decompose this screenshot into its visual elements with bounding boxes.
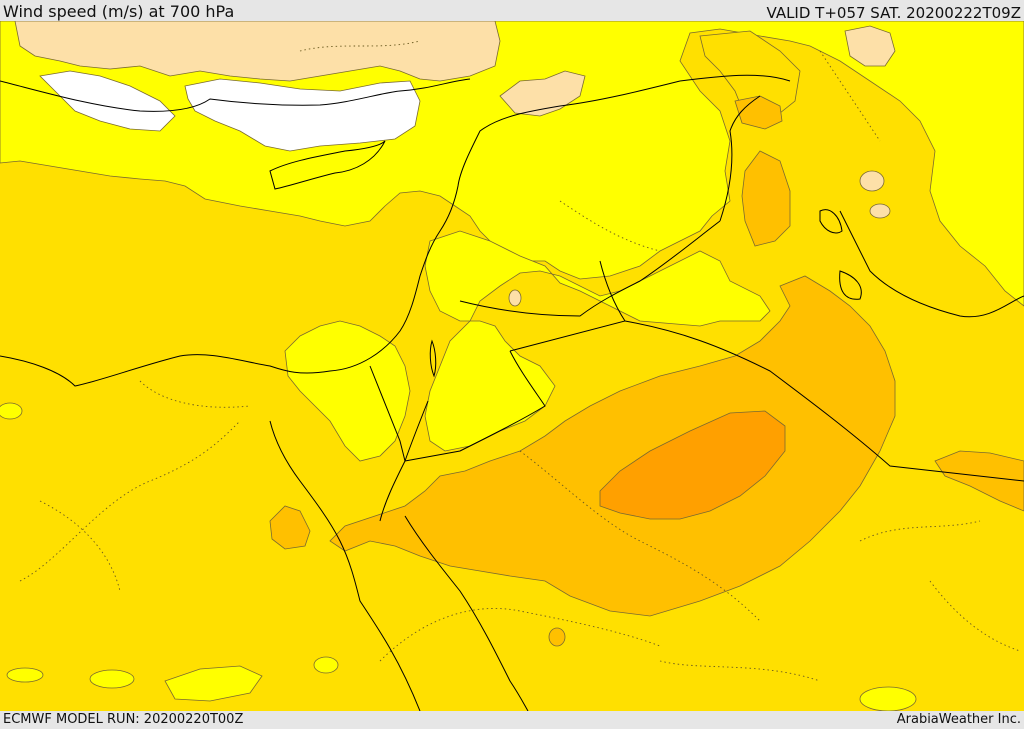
field-yellow-sinai bbox=[284, 320, 411, 462]
field-peach-anatolia bbox=[14, 21, 501, 82]
field-white-aegean bbox=[39, 70, 176, 132]
field-amber-gulf bbox=[934, 450, 1024, 512]
field-yellow-blob-4 bbox=[313, 656, 339, 674]
field-white-turkey bbox=[184, 78, 421, 152]
dotted-contours bbox=[19, 40, 1021, 682]
field-amber-small bbox=[548, 627, 566, 647]
field-peach-small-3 bbox=[859, 170, 885, 192]
field-yellow-blob-6 bbox=[0, 402, 23, 420]
field-yellow-blob-3 bbox=[164, 665, 263, 702]
field-amber-arabia bbox=[329, 275, 896, 617]
coastlines-borders bbox=[0, 74, 1024, 711]
map-area bbox=[0, 21, 1024, 711]
valid-time: VALID T+057 SAT. 20200222T09Z bbox=[766, 4, 1021, 22]
field-yellow-blob-5 bbox=[859, 686, 917, 711]
header-bar: Wind speed (m/s) at 700 hPa VALID T+057 … bbox=[0, 0, 1024, 21]
field-peach-small-1 bbox=[499, 70, 586, 117]
wind-speed-map bbox=[0, 21, 1024, 711]
field-yellow-levant bbox=[424, 230, 771, 452]
model-run-label: ECMWF MODEL RUN: 20200220T00Z bbox=[3, 712, 244, 727]
footer-bar: ECMWF MODEL RUN: 20200220T00Z ArabiaWeat… bbox=[0, 711, 1024, 729]
field-peach-small-4 bbox=[869, 203, 891, 219]
field-orange-core bbox=[599, 410, 786, 520]
field-yellow-blob-2 bbox=[89, 669, 135, 689]
map-title: Wind speed (m/s) at 700 hPa bbox=[3, 2, 235, 21]
field-amber-zagros bbox=[741, 150, 791, 247]
credit-label: ArabiaWeather Inc. bbox=[896, 712, 1021, 727]
field-amber-west bbox=[269, 505, 311, 550]
field-yellow-blob-1 bbox=[6, 667, 44, 683]
field-peach-small-2 bbox=[844, 25, 896, 67]
field-peach-small-5 bbox=[508, 289, 522, 307]
